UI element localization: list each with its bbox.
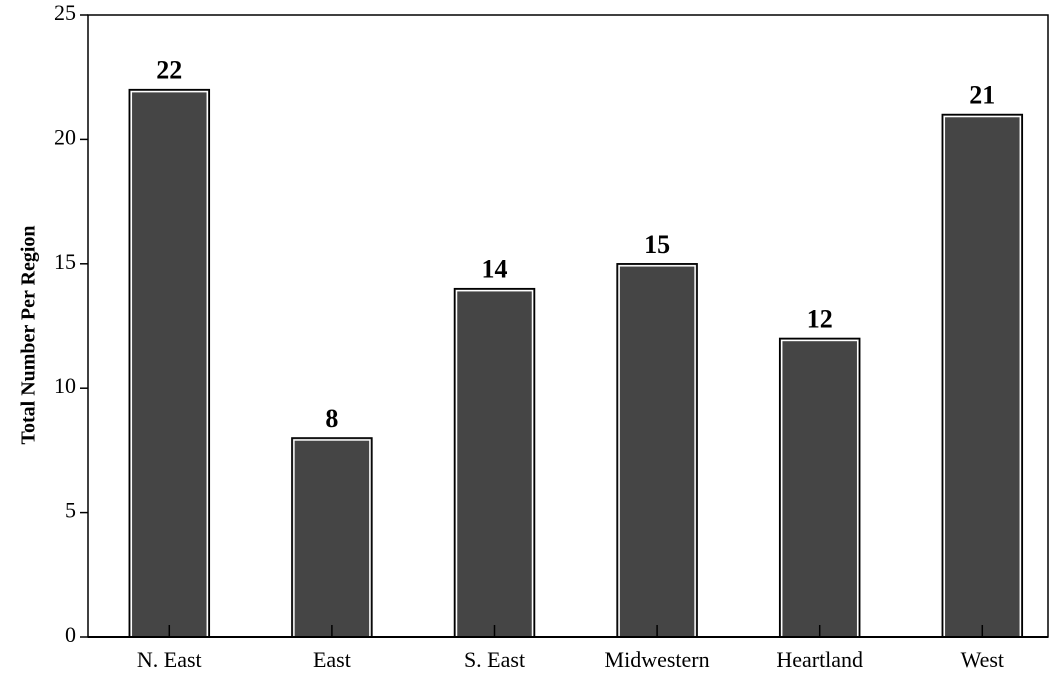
bar bbox=[778, 337, 861, 638]
x-tick-label: S. East bbox=[464, 647, 525, 672]
x-tick-label: Midwestern bbox=[605, 647, 710, 672]
y-tick-label: 0 bbox=[65, 622, 76, 647]
bar bbox=[453, 287, 536, 638]
bar bbox=[941, 113, 1024, 638]
y-tick-label: 15 bbox=[54, 249, 76, 274]
plot-frame bbox=[87, 14, 1049, 638]
y-tick-label: 5 bbox=[65, 498, 76, 523]
x-tick-label: West bbox=[961, 647, 1004, 672]
y-tick-label: 10 bbox=[54, 373, 76, 398]
bar bbox=[616, 263, 698, 638]
y-tick-label: 20 bbox=[54, 124, 76, 149]
x-tick-label: Heartland bbox=[776, 647, 863, 672]
value-label: 8 bbox=[325, 404, 338, 433]
value-label: 21 bbox=[969, 80, 995, 109]
value-label: 15 bbox=[644, 230, 670, 259]
bar bbox=[128, 88, 211, 638]
y-axis-label: Total Number Per Region bbox=[18, 225, 40, 444]
x-tick-label: East bbox=[313, 647, 351, 672]
y-tick-label: 25 bbox=[54, 0, 76, 25]
value-label: 14 bbox=[482, 255, 508, 284]
value-label: 22 bbox=[156, 56, 182, 85]
bar bbox=[291, 437, 373, 638]
value-label: 12 bbox=[807, 304, 833, 333]
x-tick-label: N. East bbox=[137, 647, 202, 672]
